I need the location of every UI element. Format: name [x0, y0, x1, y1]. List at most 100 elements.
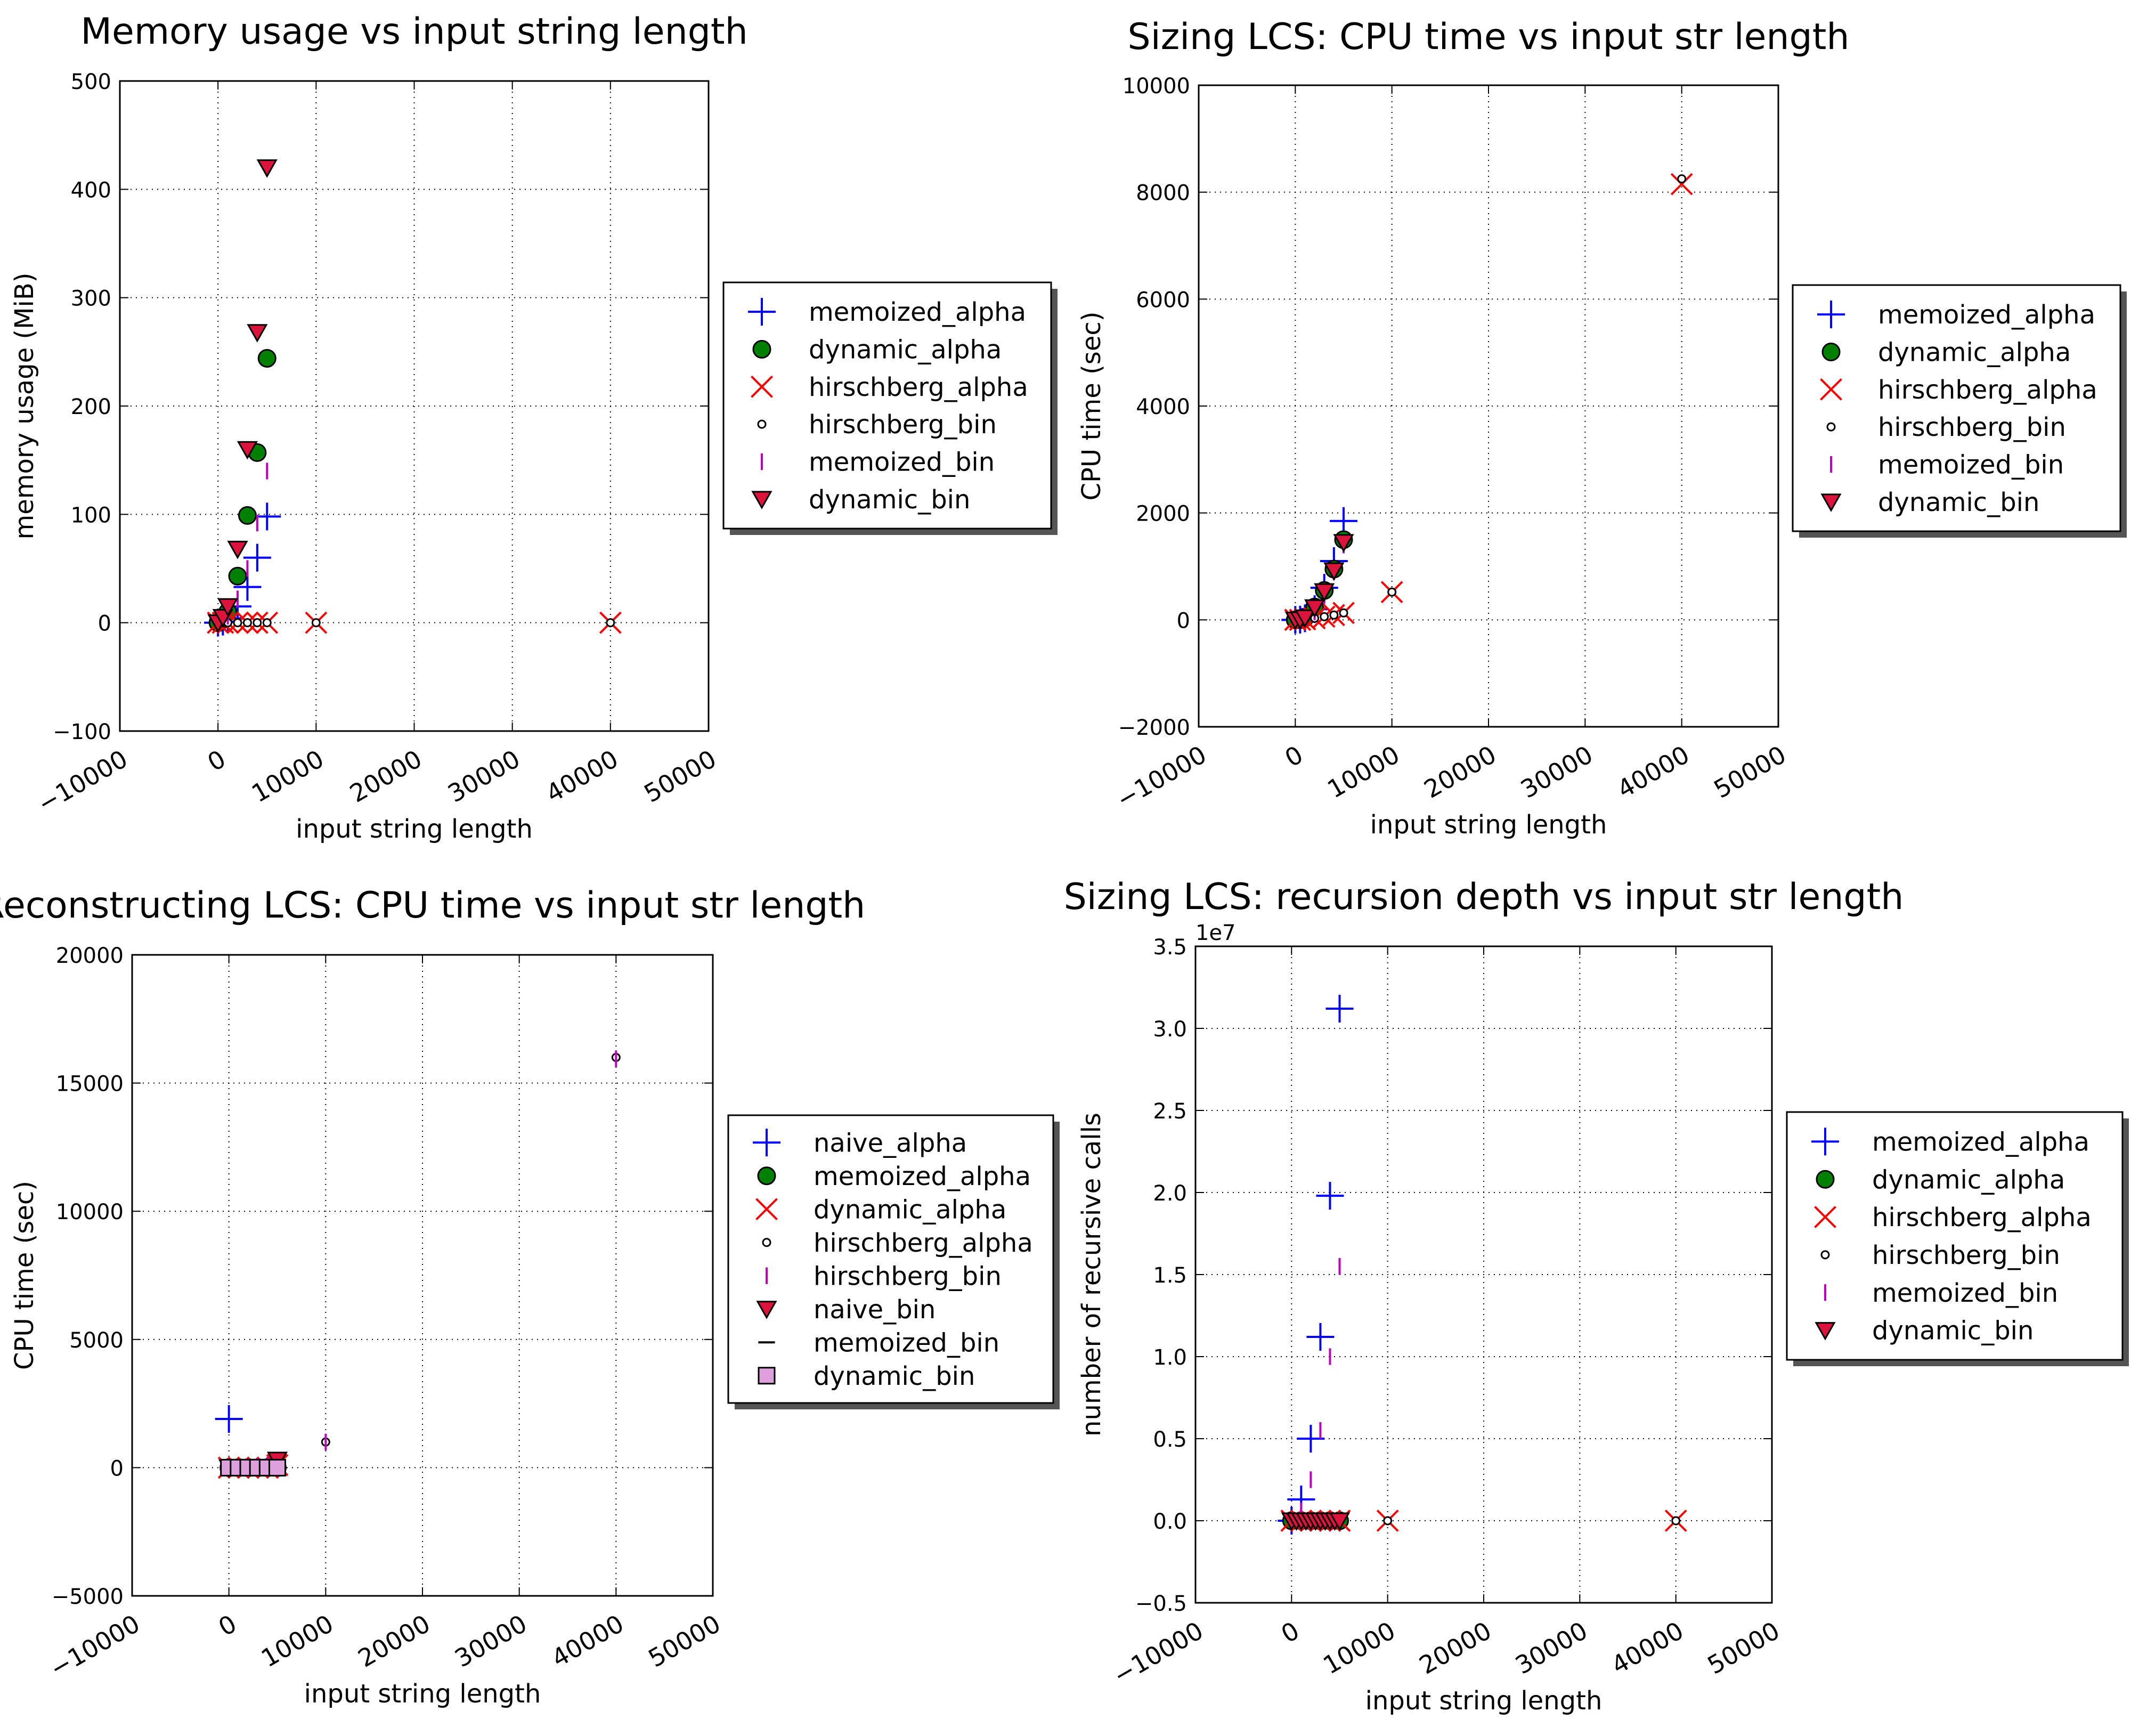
legend-label: dynamic_bin — [1872, 1316, 2034, 1346]
legend-label: dynamic_bin — [1878, 488, 2039, 517]
legend-label: dynamic_bin — [809, 485, 970, 515]
legend-box — [1792, 284, 2121, 532]
data-point — [1306, 1323, 1335, 1351]
y-tick-label: 200 — [71, 395, 111, 419]
data-point — [233, 573, 262, 601]
y-tick-label: 8000 — [1136, 181, 1190, 206]
plot-frame — [119, 80, 710, 732]
y-tick-label: 0 — [1177, 609, 1190, 633]
data-point — [228, 566, 247, 586]
legend-marker — [1816, 1170, 1835, 1189]
y-tick-label: 3.0 — [1153, 1017, 1187, 1042]
legend-marker — [757, 419, 767, 429]
data-point — [257, 349, 276, 368]
legend-marker — [758, 1367, 776, 1385]
y-axis-label: CPU time (sec) — [1077, 312, 1107, 501]
y-tick-label: 1.5 — [1153, 1263, 1187, 1288]
data-point — [1329, 1512, 1351, 1531]
series-naive_alpha — [215, 1405, 243, 1433]
legend-marker — [753, 1129, 780, 1157]
data-point — [262, 618, 272, 628]
x-axis-label: input string length — [1370, 810, 1607, 840]
legend-box — [1786, 1111, 2124, 1361]
legend-label: dynamic_alpha — [809, 335, 1002, 365]
series-dynamic_bin — [1284, 534, 1354, 630]
y-tick-label: 3.5 — [1153, 935, 1187, 960]
y-tick-label: −5000 — [52, 1585, 124, 1609]
legend-label: memoized_bin — [1872, 1278, 2058, 1308]
y-tick-label: 5000 — [69, 1328, 124, 1353]
data-point — [1325, 995, 1354, 1023]
data-point — [1294, 609, 1316, 628]
y-axis-label: number of recursive calls — [1077, 1113, 1107, 1437]
y-tick-label: 2.0 — [1153, 1181, 1187, 1206]
legend-label: memoized_bin — [809, 448, 995, 477]
series-dynamic_bin — [1281, 1512, 1351, 1531]
legend-label: hirschberg_alpha — [814, 1228, 1033, 1258]
series-dynamic_bin — [220, 1458, 286, 1477]
data-point — [269, 1458, 286, 1477]
legend-box — [722, 281, 1052, 530]
legend-box — [727, 1114, 1054, 1404]
data-points — [1281, 173, 1693, 634]
x-axis-label: input string length — [296, 814, 533, 844]
chart-3: Reconstructing LCS: CPU time vs input st… — [0, 885, 1060, 1709]
data-point — [1383, 1516, 1393, 1526]
legend: memoized_alpha dynamic_alpha hirschberg_al… — [722, 281, 1058, 535]
y-tick-label: 500 — [71, 70, 111, 94]
y-tick-label: 100 — [71, 503, 111, 528]
data-point — [233, 618, 242, 628]
data-point — [238, 506, 257, 525]
data-point — [1339, 608, 1348, 618]
data-points — [204, 159, 622, 637]
legend-label: memoized_alpha — [814, 1162, 1031, 1191]
y-axis-label: memory usage (MiB) — [10, 272, 39, 539]
legend-label: naive_bin — [814, 1295, 936, 1325]
legend-marker — [752, 340, 771, 359]
data-point — [1320, 612, 1329, 621]
data-point — [606, 618, 615, 628]
y-tick-label: 10000 — [1123, 74, 1190, 99]
data-point — [217, 598, 239, 617]
legend-label: memoized_alpha — [1878, 300, 2095, 330]
y-tick-label: −2000 — [1118, 716, 1190, 740]
data-point — [1671, 1516, 1681, 1526]
data-point — [237, 441, 258, 460]
data-point — [247, 324, 268, 343]
data-point — [1333, 534, 1354, 553]
legend-label: memoized_alpha — [809, 297, 1026, 327]
legend-label: hirschberg_bin — [1878, 412, 2066, 442]
y-tick-label: 0.5 — [1153, 1427, 1187, 1452]
legend-marker — [1814, 1206, 1836, 1228]
legend-label: dynamic_alpha — [1872, 1165, 2065, 1195]
data-point — [215, 1405, 243, 1433]
legend: memoized_alpha dynamic_alpha hirschberg_al… — [1786, 1111, 2129, 1366]
y-tick-label: −0.5 — [1135, 1592, 1187, 1616]
legend-marker — [751, 491, 772, 509]
legend-label: hirschberg_bin — [1872, 1240, 2060, 1270]
legend-marker — [762, 1238, 771, 1247]
legend-label: hirschberg_alpha — [809, 372, 1028, 402]
y-tick-label: −100 — [53, 720, 111, 744]
chart-4: Sizing LCS: recursion depth vs input str… — [1064, 876, 2129, 1716]
series-dynamic_bin — [207, 159, 278, 633]
y-tick-label: 2.5 — [1153, 1099, 1187, 1124]
y-tick-label: 400 — [71, 178, 111, 202]
legend-marker — [756, 1301, 777, 1319]
y-tick-label: 0 — [98, 612, 111, 636]
data-point — [1316, 1182, 1344, 1210]
data-point — [242, 618, 252, 628]
legend-label: dynamic_bin — [814, 1361, 975, 1391]
chart-title: Sizing LCS: recursion depth vs input str… — [1064, 876, 1904, 918]
legend-marker — [1821, 343, 1841, 361]
legend-label: memoized_bin — [814, 1328, 999, 1358]
legend: memoized_alpha dynamic_alpha hirschberg_al… — [1792, 284, 2127, 538]
data-point — [1323, 562, 1345, 581]
legend-marker — [755, 1198, 778, 1221]
y-tick-label: 0 — [110, 1456, 124, 1481]
data-point — [1314, 583, 1335, 602]
x-axis-label: input string length — [304, 1679, 541, 1709]
series-memoized_bin — [1290, 1258, 1341, 1529]
data-point — [256, 159, 278, 178]
